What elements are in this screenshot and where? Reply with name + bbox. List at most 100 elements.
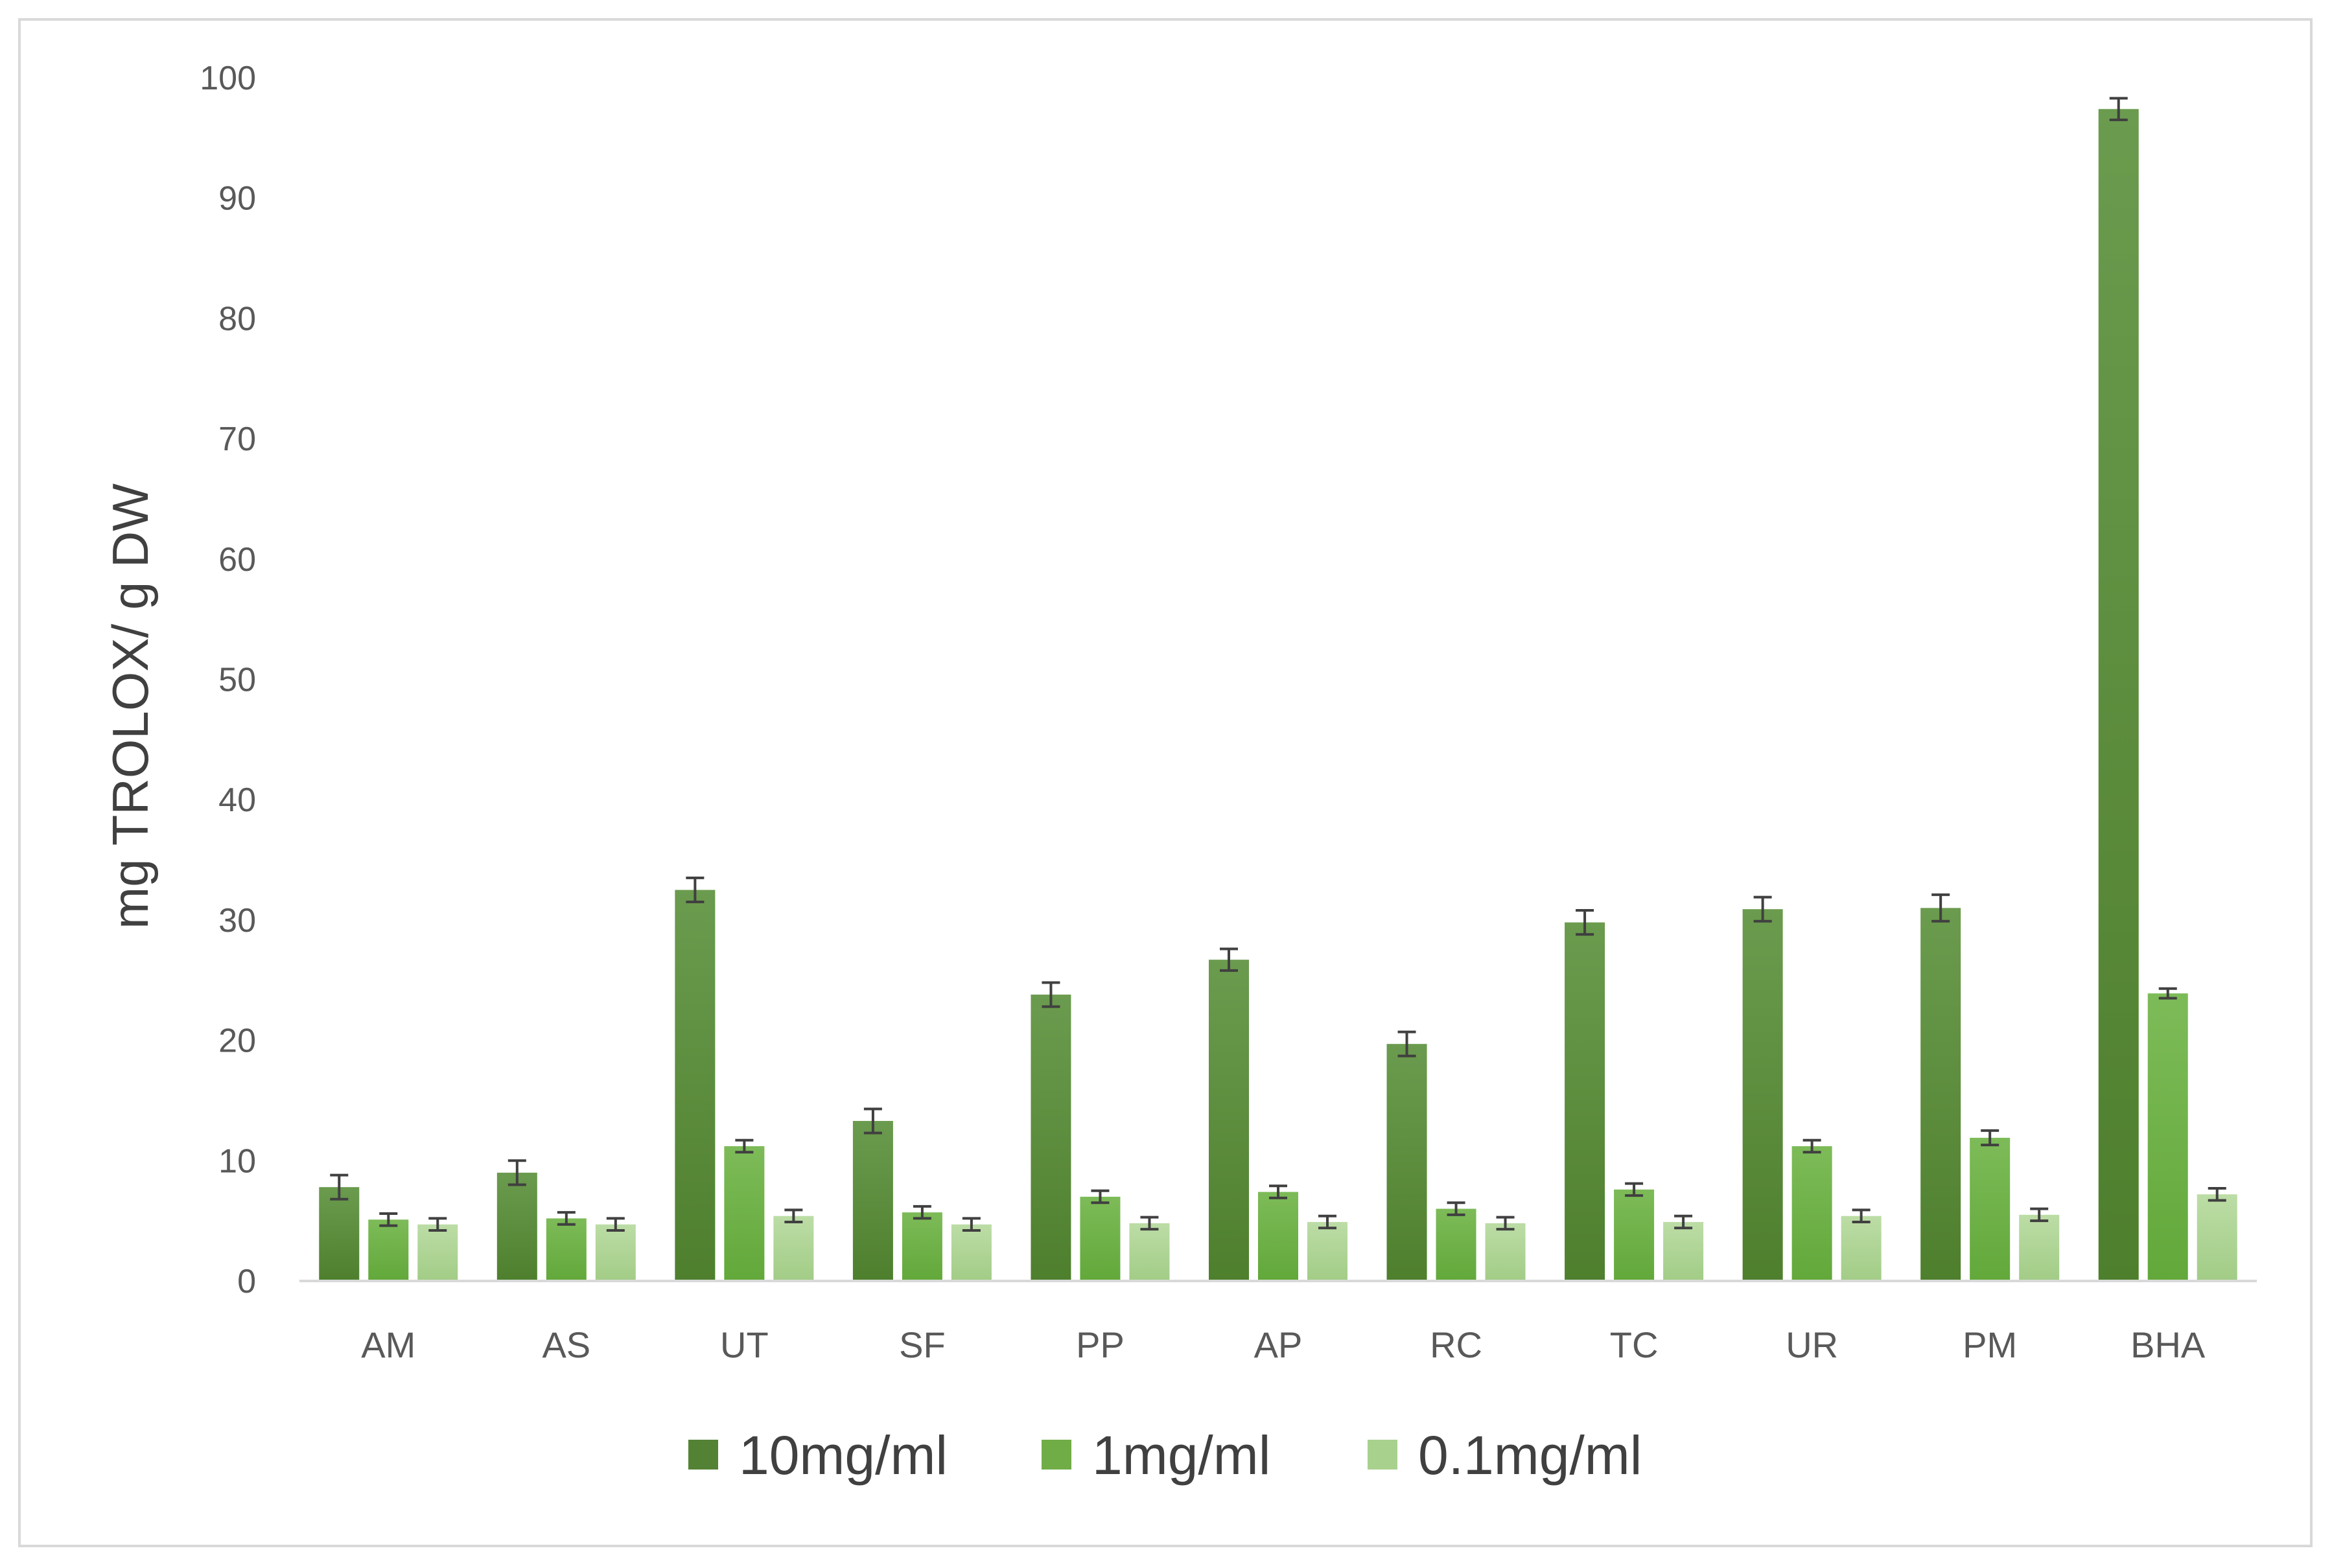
bar-bha-series-1	[2098, 109, 2139, 1282]
error-bar-pm-series-2	[1981, 1129, 2000, 1147]
bar-bha-series-2	[2147, 993, 2188, 1281]
error-bar-ap-series-3	[1318, 1214, 1336, 1230]
bar-pm-series-2	[1970, 1138, 2011, 1281]
bar-sf-series-3	[951, 1224, 992, 1281]
y-tick-label: 60	[218, 541, 256, 579]
bar-bha-series-3	[2197, 1194, 2237, 1281]
bars-group	[319, 109, 2237, 1282]
bar-am-series-3	[417, 1224, 458, 1281]
bar-ap-series-2	[1258, 1192, 1298, 1281]
error-bar-am-series-3	[428, 1217, 447, 1232]
error-bar-ap-series-1	[1220, 947, 1238, 972]
error-bar-bha-series-3	[2208, 1187, 2226, 1202]
x-tick-label-tc: TC	[1610, 1324, 1659, 1365]
error-bar-bha-series-2	[2158, 987, 2177, 1000]
error-bar-as-series-3	[606, 1217, 625, 1232]
bar-ut-series-1	[675, 890, 716, 1281]
bar-tc-series-1	[1565, 922, 1605, 1281]
error-bar-as-series-2	[557, 1211, 576, 1226]
bar-as-series-2	[546, 1218, 587, 1281]
error-bar-tc-series-3	[1674, 1214, 1693, 1230]
x-tick-label-ur: UR	[1786, 1324, 1838, 1365]
y-tick-label: 70	[218, 421, 256, 458]
error-bar-sf-series-3	[962, 1217, 981, 1232]
x-tick-label-am: AM	[361, 1324, 415, 1365]
y-tick-label: 100	[200, 60, 256, 97]
error-bar-ut-series-2	[735, 1138, 754, 1154]
bar-pm-series-1	[1920, 908, 1961, 1281]
y-tick-label: 0	[237, 1263, 256, 1300]
bar-ut-series-3	[773, 1216, 814, 1281]
legend-item-3: 0.1mg/ml	[1368, 1425, 1642, 1486]
bar-sf-series-2	[902, 1212, 942, 1281]
y-tick-label: 50	[218, 662, 256, 699]
bar-as-series-1	[496, 1172, 537, 1281]
legend-item-1: 10mg/ml	[688, 1425, 948, 1486]
y-tick-label: 10	[218, 1142, 256, 1180]
error-bars-group	[330, 97, 2226, 1232]
error-bar-am-series-1	[330, 1173, 349, 1201]
bar-pm-series-3	[2019, 1214, 2060, 1281]
error-bar-ap-series-2	[1269, 1184, 1287, 1199]
error-bar-rc-series-1	[1397, 1030, 1416, 1057]
error-bar-ur-series-1	[1753, 895, 1772, 923]
error-bar-tc-series-1	[1576, 909, 1594, 936]
error-bar-pm-series-1	[1931, 893, 1950, 923]
bar-rc-series-1	[1386, 1044, 1427, 1281]
error-bar-ur-series-2	[1802, 1138, 1821, 1154]
bar-pp-series-3	[1129, 1223, 1170, 1281]
x-tick-label-ut: UT	[720, 1324, 769, 1365]
legend-label: 1mg/ml	[1092, 1425, 1270, 1486]
error-bar-ur-series-3	[1852, 1208, 1871, 1224]
bar-ap-series-3	[1307, 1222, 1347, 1281]
error-bar-ut-series-1	[686, 876, 705, 904]
x-tick-label-ap: AP	[1254, 1324, 1303, 1365]
bar-ur-series-2	[1791, 1146, 1832, 1281]
bar-ap-series-1	[1209, 960, 1249, 1281]
y-tick-label: 20	[218, 1022, 256, 1060]
y-axis-title: mg TROLOX/ g DW	[102, 483, 159, 929]
x-tick-label-bha: BHA	[2130, 1324, 2206, 1365]
bar-pp-series-1	[1031, 995, 1071, 1281]
bar-rc-series-2	[1436, 1208, 1476, 1281]
x-tick-label-as: AS	[542, 1324, 590, 1365]
error-bar-tc-series-2	[1625, 1182, 1644, 1197]
error-bar-rc-series-2	[1447, 1201, 1465, 1216]
error-bar-sf-series-1	[863, 1107, 882, 1135]
legend-swatch	[688, 1440, 718, 1470]
bar-as-series-3	[595, 1224, 636, 1281]
legend-swatch	[1042, 1440, 1071, 1470]
legend-swatch	[1368, 1440, 1397, 1470]
bar-ut-series-2	[724, 1146, 765, 1281]
error-bar-pm-series-3	[2030, 1207, 2049, 1223]
bar-ur-series-3	[1841, 1216, 1882, 1281]
legend: 10mg/ml 1mg/ml 0.1mg/ml	[688, 1425, 1642, 1486]
error-bar-bha-series-1	[2109, 97, 2128, 121]
x-tick-label-rc: RC	[1430, 1324, 1482, 1365]
y-tick-label: 90	[218, 180, 256, 218]
bar-am-series-2	[368, 1219, 409, 1281]
x-tick-label-sf: SF	[899, 1324, 946, 1365]
x-tick-label-pm: PM	[1963, 1324, 2017, 1365]
bar-ur-series-1	[1742, 909, 1783, 1281]
bar-pp-series-2	[1080, 1197, 1121, 1281]
x-tick-label-pp: PP	[1076, 1324, 1125, 1365]
bar-rc-series-3	[1485, 1223, 1526, 1281]
bar-tc-series-2	[1614, 1189, 1655, 1281]
error-bar-am-series-2	[379, 1212, 398, 1227]
bar-sf-series-1	[852, 1121, 893, 1281]
error-bar-pp-series-3	[1140, 1216, 1159, 1231]
bar-tc-series-3	[1663, 1222, 1704, 1281]
legend-label: 0.1mg/ml	[1418, 1425, 1642, 1486]
error-bar-pp-series-2	[1091, 1189, 1110, 1205]
y-tick-label: 40	[218, 781, 256, 819]
chart-frame	[18, 18, 2313, 1547]
legend-label: 10mg/ml	[739, 1425, 948, 1486]
error-bar-pp-series-1	[1042, 981, 1060, 1008]
x-axis-labels: AM AS UT SF PP AP RC TC UR PM BHA	[361, 1324, 2206, 1365]
error-bar-as-series-1	[507, 1159, 526, 1186]
error-bar-rc-series-3	[1496, 1216, 1515, 1231]
y-tick-label: 30	[218, 902, 256, 940]
y-tick-label: 80	[218, 300, 256, 338]
